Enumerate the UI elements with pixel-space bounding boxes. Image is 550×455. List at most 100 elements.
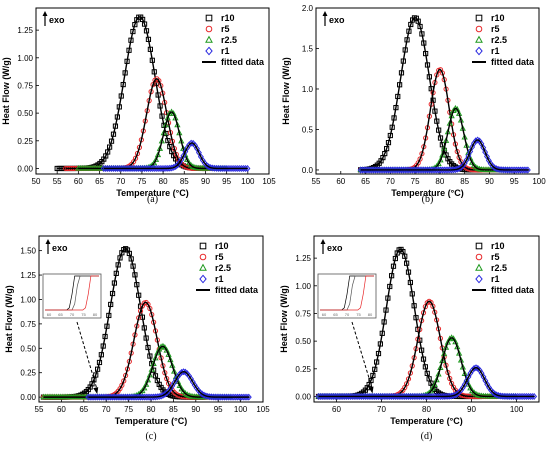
data-point [227, 164, 233, 172]
y-tick-label: 0.50 [20, 344, 36, 353]
x-tick-label: 85 [460, 177, 469, 186]
y-tick-label: 0.25 [20, 369, 36, 378]
legend-item: fitted data [202, 57, 265, 67]
x-tick-label: 95 [510, 177, 519, 186]
data-point [523, 166, 529, 174]
y-tick-label: 0.75 [295, 309, 311, 318]
data-point [431, 392, 438, 400]
y-tick-label: 0.0 [302, 166, 314, 175]
data-point [368, 392, 374, 400]
x-tick-label: 100 [241, 177, 255, 186]
legend-marker [475, 263, 483, 271]
plot-frame [315, 7, 540, 175]
data-point [223, 164, 230, 172]
data-point [243, 393, 250, 401]
x-tick-label: 90 [201, 177, 210, 186]
data-point [214, 393, 221, 401]
data-point [133, 164, 140, 172]
data-point [328, 392, 335, 400]
data-point [161, 164, 167, 172]
legend-marker [199, 242, 207, 250]
legend-item: r10 [475, 241, 505, 251]
data-point [132, 155, 139, 161]
data-point [142, 381, 150, 387]
data-point [211, 164, 218, 172]
data-point [124, 164, 131, 172]
data-point [188, 139, 195, 147]
panel-label: (c) [145, 431, 156, 442]
data-point [415, 18, 421, 24]
data-point [383, 392, 389, 400]
exo-arrowhead-icon [45, 239, 51, 244]
x-tick-label: 100 [510, 405, 524, 414]
data-point [149, 164, 156, 172]
data-point [405, 392, 412, 400]
data-point [219, 164, 226, 172]
chart-panel: 55 60 65 70 75 80 85 90 95 100 0.0 0.5 1.0 1.5 2.0 Temp… [281, 4, 546, 205]
x-tick-label: 95 [222, 177, 231, 186]
legend-label: r10 [221, 13, 235, 23]
inset-curve [45, 275, 99, 311]
x-tick-label: 60 [332, 405, 341, 414]
data-point [392, 392, 399, 400]
data-point [326, 392, 333, 400]
data-point [375, 392, 382, 400]
data-point [91, 377, 97, 383]
y-tick-label: 0.00 [20, 393, 36, 402]
data-point [156, 78, 162, 84]
legend-item: r1 [199, 274, 224, 284]
data-point [173, 151, 179, 158]
y-tick-label: 2.0 [302, 4, 314, 13]
y-tick-label: 1.25 [20, 271, 36, 280]
x-axis-label: Temperature (°C) [391, 188, 463, 198]
data-point [435, 392, 442, 400]
y-tick-label: 1.50 [20, 247, 36, 256]
data-point [394, 392, 401, 400]
legend-label: r2.5 [491, 263, 507, 273]
x-tick-label: 105 [256, 405, 270, 414]
x-tick-label: 60 [336, 177, 345, 186]
x-tick-label: 80 [159, 177, 168, 186]
data-point [353, 392, 359, 400]
data-point [516, 392, 523, 400]
data-point [210, 393, 217, 401]
data-point [429, 392, 436, 400]
legend-label: r1 [491, 46, 500, 56]
y-tick-label: 0.25 [295, 365, 311, 374]
data-point [106, 164, 113, 172]
data-point [468, 159, 476, 165]
data-point [482, 148, 489, 156]
data-point [369, 392, 376, 400]
fitted-line [318, 366, 535, 398]
plot-frame [35, 7, 270, 175]
data-point [145, 301, 151, 307]
x-tick-label: 80 [147, 405, 156, 414]
x-tick-label: 80 [435, 177, 444, 186]
data-point [388, 392, 395, 400]
legend-label: r5 [491, 24, 500, 34]
data-point [118, 164, 125, 172]
data-point [354, 392, 361, 400]
data-point [183, 156, 191, 162]
data-point [151, 164, 158, 172]
data-point [108, 164, 115, 172]
data-point [116, 164, 123, 172]
data-point [401, 392, 408, 400]
inset: 60 65 70 75 80 [317, 273, 377, 319]
data-point [512, 392, 519, 400]
data-point [377, 392, 384, 400]
legend-label: r5 [215, 252, 224, 262]
data-point [128, 164, 134, 172]
data-point [119, 382, 125, 388]
data-point [523, 392, 530, 400]
data-point [368, 377, 374, 384]
panel-label: (d) [421, 431, 433, 442]
data-point [358, 392, 365, 400]
series-r5 [63, 76, 216, 172]
data-point [178, 385, 185, 392]
x-axis-label: Temperature (°C) [115, 416, 187, 426]
legend-marker [205, 25, 213, 33]
data-point [238, 164, 245, 172]
data-point [324, 392, 331, 400]
data-point [228, 164, 235, 172]
